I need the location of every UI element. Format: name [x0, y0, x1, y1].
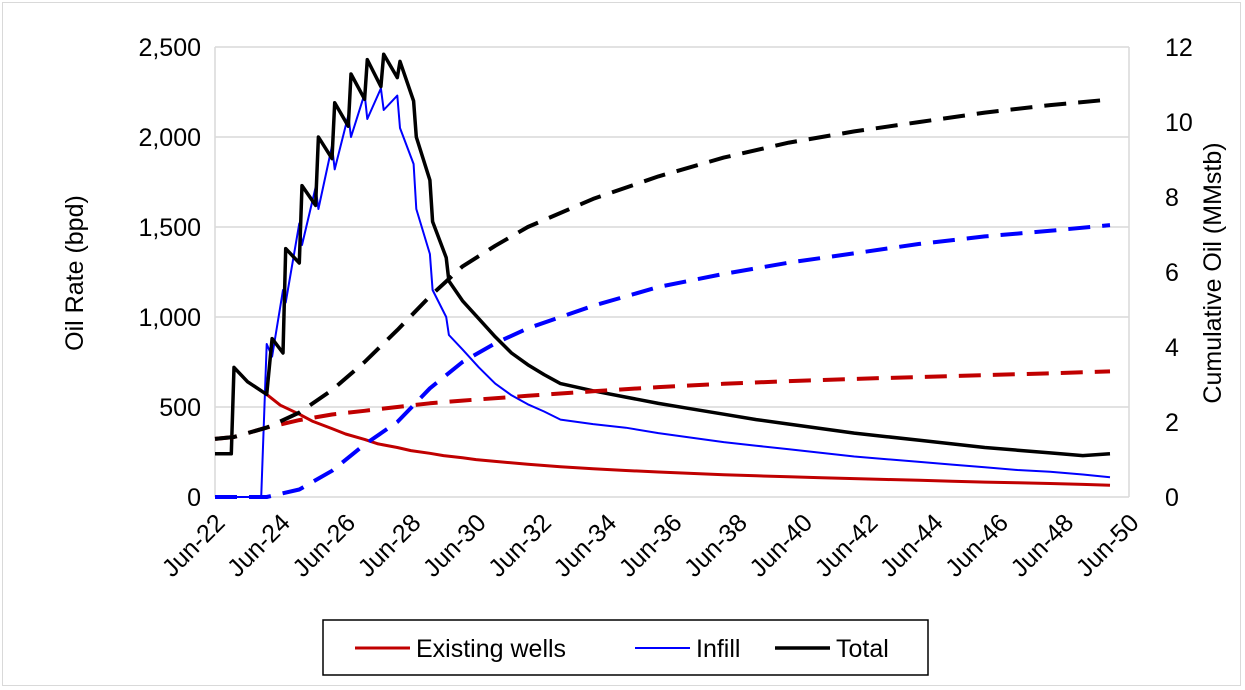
x-tick-label: Jun-34	[548, 509, 622, 583]
x-tick-label: Jun-50	[1071, 509, 1145, 583]
x-tick-label: Jun-28	[353, 509, 427, 583]
y2-tick-label: 8	[1165, 184, 1179, 212]
legend-label-infill: Infill	[696, 635, 740, 663]
y-tick-label: 1,500	[138, 214, 201, 242]
y2-tick-label: 12	[1165, 34, 1193, 62]
x-tick-label: Jun-40	[744, 509, 818, 583]
x-tick-label: Jun-24	[222, 509, 296, 583]
x-tick-label: Jun-30	[418, 509, 492, 583]
y-tick-label: 2,500	[138, 34, 201, 62]
y-axis-title: Oil Rate (bpd)	[61, 195, 89, 351]
x-tick-label: Jun-42	[810, 509, 884, 583]
y2-tick-label: 6	[1165, 259, 1179, 287]
series-line-existing-wells-cumulative	[214, 369, 1111, 441]
legend: Existing wells Infill Total	[322, 619, 929, 676]
x-tick-label: Jun-26	[287, 509, 361, 583]
x-tick-label: Jun-44	[875, 509, 949, 583]
series-line-infill-cumulative	[215, 223, 1111, 499]
series-line-infill	[215, 87, 1111, 498]
y-tick-label: 0	[187, 484, 201, 512]
line-chart: 05001,0001,5002,0002,500024681012Jun-22J…	[61, 34, 1227, 676]
y-tick-label: 1,000	[138, 304, 201, 332]
y2-axis-title: Cumulative Oil (MMstb)	[1199, 142, 1227, 403]
y-tick-label: 2,000	[138, 124, 201, 152]
legend-label-total: Total	[836, 635, 889, 663]
y2-tick-label: 0	[1165, 484, 1179, 512]
series-line-existing-wells	[232, 366, 1111, 487]
x-tick-label: Jun-46	[940, 509, 1014, 583]
x-tick-label: Jun-32	[483, 509, 557, 583]
axes: 05001,0001,5002,0002,500024681012Jun-22J…	[138, 34, 1192, 583]
x-tick-label: Jun-36	[614, 509, 688, 583]
series-line-total	[215, 52, 1111, 458]
gridlines	[215, 46, 1129, 498]
x-tick-label: Jun-38	[679, 509, 753, 583]
y2-tick-label: 4	[1165, 334, 1179, 362]
y2-tick-label: 10	[1165, 109, 1193, 137]
legend-label-existing-wells: Existing wells	[416, 635, 566, 663]
series-group	[214, 52, 1111, 499]
x-tick-label: Jun-48	[1005, 509, 1079, 583]
y2-tick-label: 2	[1165, 409, 1179, 437]
x-tick-label: Jun-22	[157, 509, 231, 583]
y-tick-label: 500	[159, 394, 201, 422]
